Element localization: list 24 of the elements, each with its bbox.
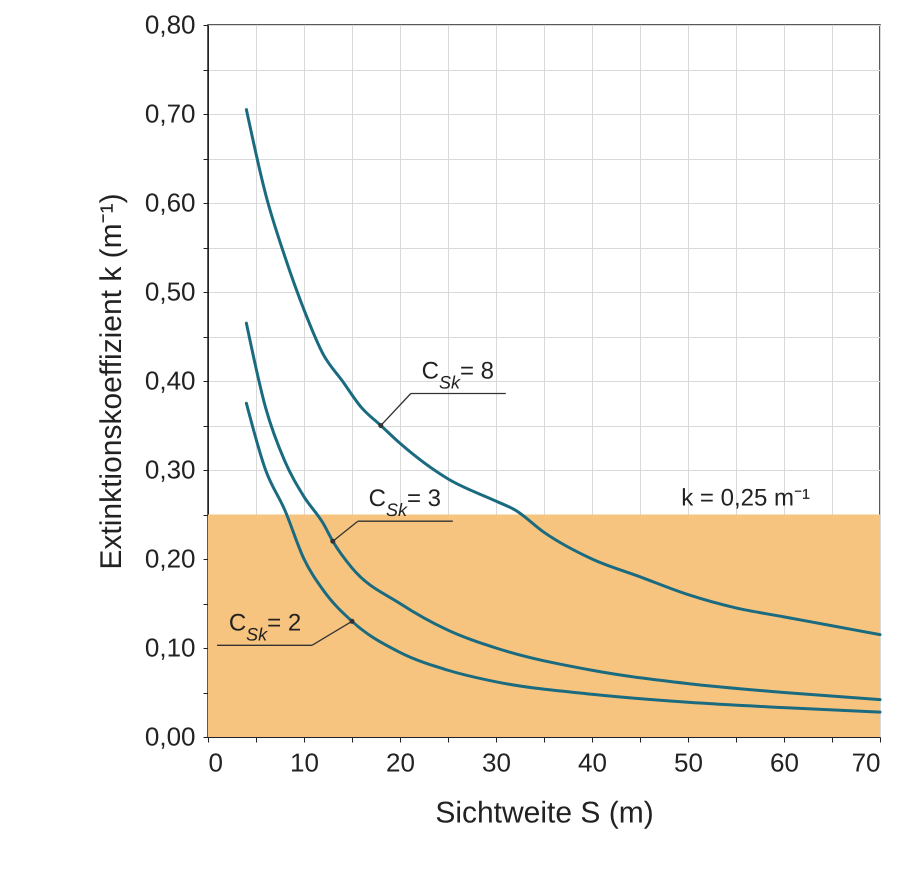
y-tick-label: 0,20 [144, 544, 196, 574]
line-series [244, 322, 882, 702]
annotation: C$_{Sk}$= 2 [228, 609, 302, 644]
x-tick-label: 20 [386, 748, 415, 778]
y-tick-label: 0,30 [144, 454, 196, 484]
line-series [244, 402, 882, 714]
y-tick-label: 0,10 [144, 632, 196, 662]
annotation: C$_{Sk}$= 8 [422, 358, 494, 392]
x-tick-label: 0 [208, 748, 223, 778]
x-tick-label: 40 [578, 748, 607, 778]
y-tick-label: 0,50 [144, 276, 196, 306]
y-tick-label: 0,80 [144, 10, 196, 40]
x-tick-label: 30 [482, 748, 511, 778]
y-tick-label: 0,60 [144, 188, 196, 218]
y-tick-label: 0,00 [144, 722, 196, 752]
x-tick-label: 10 [290, 748, 319, 778]
x-tick-label: 50 [674, 748, 703, 778]
band-label: k = 0,25 m⁻¹ [681, 484, 810, 512]
x-tick-label: 70 [852, 748, 880, 778]
y-tick-label: 0,70 [144, 98, 196, 128]
x-tick-label: 60 [770, 748, 799, 778]
x-axis-title: Sichtweite S (m) [435, 796, 654, 830]
y-tick-label: 0,40 [144, 366, 196, 396]
y-axis-title: Extinktionskoeffizient k (m⁻¹) [94, 193, 128, 570]
